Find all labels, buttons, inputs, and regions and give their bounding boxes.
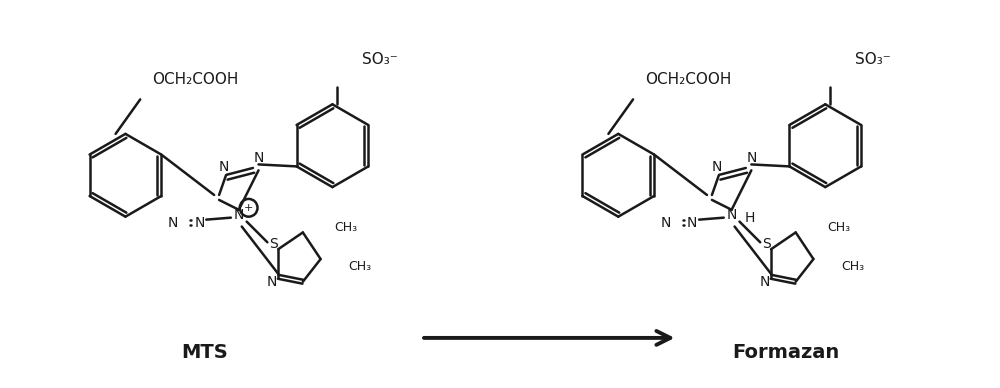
Text: N: N xyxy=(746,151,757,165)
Text: CH₃: CH₃ xyxy=(841,260,864,274)
Text: N: N xyxy=(167,216,178,230)
Text: N: N xyxy=(687,216,697,230)
Text: CH₃: CH₃ xyxy=(827,221,850,234)
Text: N: N xyxy=(726,208,737,222)
Text: N: N xyxy=(760,275,770,289)
Text: SO₃⁻: SO₃⁻ xyxy=(855,52,891,68)
Text: S: S xyxy=(269,237,278,251)
Text: N: N xyxy=(194,216,205,230)
Text: N: N xyxy=(712,160,722,174)
Text: N: N xyxy=(267,275,277,289)
Text: Formazan: Formazan xyxy=(732,343,839,362)
Text: MTS: MTS xyxy=(181,343,228,362)
Text: +: + xyxy=(244,203,253,213)
Text: CH₃: CH₃ xyxy=(334,221,358,234)
Text: N: N xyxy=(253,151,264,165)
Text: N: N xyxy=(219,160,229,174)
Text: OCH₂COOH: OCH₂COOH xyxy=(152,72,238,87)
Text: N: N xyxy=(234,208,244,222)
Text: H: H xyxy=(744,211,755,225)
Text: OCH₂COOH: OCH₂COOH xyxy=(645,72,731,87)
Text: SO₃⁻: SO₃⁻ xyxy=(362,52,398,68)
Text: S: S xyxy=(762,237,771,251)
Text: CH₃: CH₃ xyxy=(348,260,371,274)
Text: N: N xyxy=(660,216,671,230)
